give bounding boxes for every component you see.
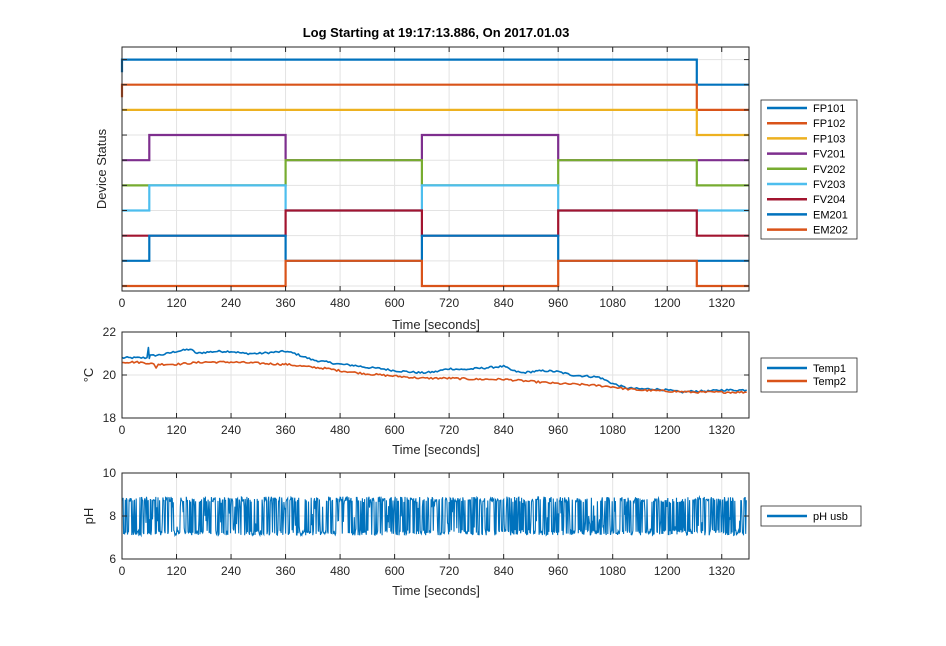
legend-label-fv201: FV201 [813,149,845,161]
ytick-label: 18 [103,411,117,425]
xtick-label: 1080 [599,296,626,310]
xtick-label: 480 [330,564,350,578]
legend-label-fp103: FP103 [813,133,845,145]
legend-label-fp101: FP101 [813,103,845,115]
temp-lines [121,346,748,395]
xtick-label: 840 [494,564,514,578]
temp-axes: 0 120 240 360 480 600 720 840 960 1080 1200 1320 18 2… [81,325,750,457]
xtick-label: 120 [167,423,187,437]
xtick-label: 0 [119,296,126,310]
xtick-label: 1200 [654,564,681,578]
xtick-label: 360 [276,564,296,578]
ytick-label: 20 [103,368,117,382]
series-line-temp1 [121,346,748,394]
xtick-label: 480 [330,423,350,437]
ph-ylabel: pH [81,508,96,525]
series-line-temp2 [121,360,747,395]
legend-label-fv204: FV204 [813,194,845,206]
ph-legend: pH usb [760,505,862,527]
xtick-label: 840 [494,296,514,310]
xtick-label: 240 [221,423,241,437]
status-ylabel: Device Status [94,128,109,209]
xtick-label: 720 [439,423,459,437]
ph-axes: 0 120 240 360 480 600 720 840 960 1080 1200 1320 6 8 1… [81,466,750,598]
ytick-label: 6 [109,552,116,566]
xtick-label: 0 [119,564,126,578]
xtick-label: 960 [548,296,568,310]
ytick-label: 10 [103,466,117,480]
status-legend: FP101 FP102 FP103 FV201 FV202 FV203 FV204 EM201… [760,99,858,240]
ph-xlabel: Time [seconds] [392,583,480,598]
series-line-fp103 [122,108,749,137]
xtick-label: 1320 [708,423,735,437]
ph-lines [121,494,747,538]
xtick-label: 0 [119,423,126,437]
legend-label-temp1: Temp1 [813,363,846,375]
temp-ticks: 0 120 240 360 480 600 720 840 960 1080 1200 1320 18 2… [103,325,749,437]
legend-label-ph-usb: pH usb [813,511,848,523]
xtick-label: 960 [548,423,568,437]
xtick-label: 480 [330,296,350,310]
xtick-label: 1200 [654,296,681,310]
ytick-label: 8 [109,509,116,523]
xtick-label: 240 [221,296,241,310]
legend-label-fp102: FP102 [813,118,845,130]
xtick-label: 360 [276,423,296,437]
xtick-label: 960 [548,564,568,578]
legend-label-temp2: Temp2 [813,376,846,388]
xtick-label: 360 [276,296,296,310]
xtick-label: 600 [385,296,405,310]
series-line-ph-usb [121,494,747,538]
figure-title: Log Starting at 19:17:13.886, On 2017.01… [303,25,570,40]
status-lines [120,58,749,288]
xtick-label: 1320 [708,564,735,578]
temp-ylabel: °C [81,368,96,383]
status-axes-box [121,46,750,292]
xtick-label: 1080 [599,423,626,437]
xtick-label: 240 [221,564,241,578]
xtick-label: 120 [167,564,187,578]
ph-ticks: 0 120 240 360 480 600 720 840 960 1080 1200 1320 6 8 1… [103,466,749,578]
legend-label-em202: EM202 [813,225,848,237]
series-line-em202 [122,259,749,288]
status-xlabel: Time [seconds] [392,317,480,332]
status-axes: 0 120 240 360 480 600 720 840 960 1080 1200 1320 Ti… [94,46,750,332]
status-ticks: 0 120 240 360 480 600 720 840 960 1080 1200 1320 [119,47,749,310]
xtick-label: 840 [494,423,514,437]
xtick-label: 1320 [708,296,735,310]
xtick-label: 600 [385,564,405,578]
xtick-label: 720 [439,296,459,310]
xtick-label: 1200 [654,423,681,437]
xtick-label: 1080 [599,564,626,578]
status-plot-area [122,47,749,291]
xtick-label: 120 [167,296,187,310]
temp-legend-box [760,357,858,393]
legend-label-fv202: FV202 [813,164,845,176]
xtick-label: 720 [439,564,459,578]
legend-label-fv203: FV203 [813,179,845,191]
ytick-label: 22 [103,325,117,339]
ph-legend-box [760,505,862,527]
legend-label-em201: EM201 [813,209,848,221]
temp-xlabel: Time [seconds] [392,442,480,457]
xtick-label: 600 [385,423,405,437]
